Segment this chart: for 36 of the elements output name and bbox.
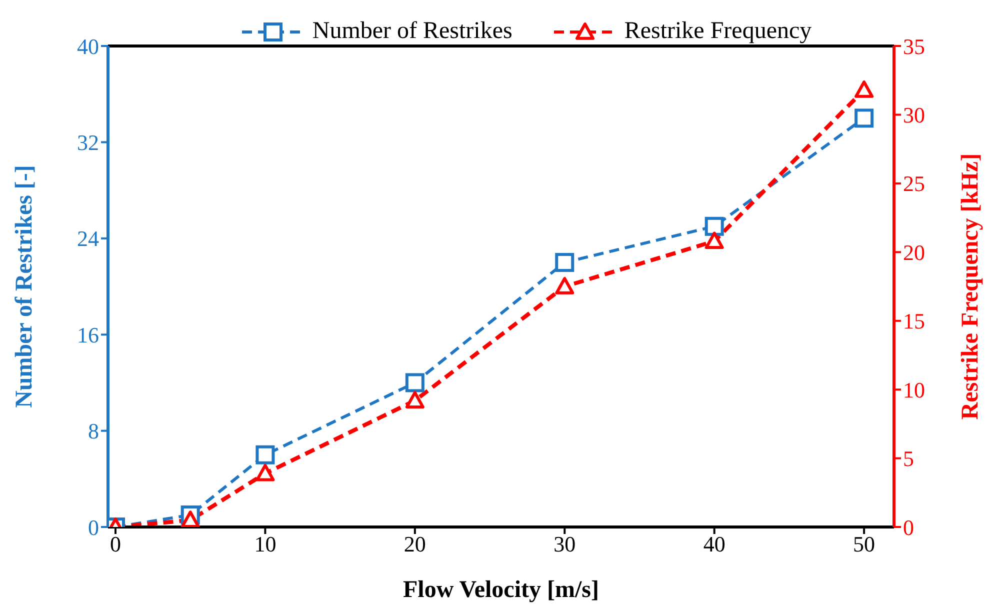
y-tick-label: 24 xyxy=(77,226,99,252)
point xyxy=(256,445,275,464)
point xyxy=(405,373,424,392)
y-tick-label: 32 xyxy=(77,130,99,156)
y2-tick-label: 20 xyxy=(903,240,925,265)
legend-label: Number of Restrikes xyxy=(312,18,512,45)
x-axis-title: Flow Velocity [m/s] xyxy=(403,577,599,603)
y2-tick-label: 35 xyxy=(903,34,925,59)
x-tick-label: 30 xyxy=(554,532,576,557)
point xyxy=(704,216,724,236)
y2-tick-label: 5 xyxy=(903,446,914,472)
y2-tick-label: 25 xyxy=(903,171,925,196)
x-tick-label: 0 xyxy=(110,532,121,557)
y2-tick-label: 30 xyxy=(903,102,925,128)
point xyxy=(405,391,424,408)
point xyxy=(704,232,724,250)
point xyxy=(555,277,574,294)
y-tick-label: 40 xyxy=(77,34,99,59)
legend-label: Restrike Frequency xyxy=(624,18,812,45)
y-tick-label: 16 xyxy=(77,322,99,348)
point xyxy=(555,252,574,272)
y2-axis-title: Restrike Frequency [kHz] xyxy=(958,153,984,420)
y2-tick-label: 10 xyxy=(903,377,925,402)
point xyxy=(854,108,874,128)
y2-tick-label: 0 xyxy=(903,514,914,540)
x-tick-label: 20 xyxy=(404,532,426,557)
x-tick-label: 50 xyxy=(853,532,876,557)
y-axis-title: Number of Restrikes [-] xyxy=(12,165,38,408)
x-tick-label: 10 xyxy=(254,532,276,557)
point xyxy=(180,510,200,527)
point xyxy=(854,80,874,98)
point xyxy=(256,464,275,482)
x-tick-label: 40 xyxy=(703,532,726,557)
y2-tick-label: 15 xyxy=(903,308,925,334)
y-tick-label: 0 xyxy=(88,514,99,540)
y-tick-label: 8 xyxy=(88,418,99,444)
